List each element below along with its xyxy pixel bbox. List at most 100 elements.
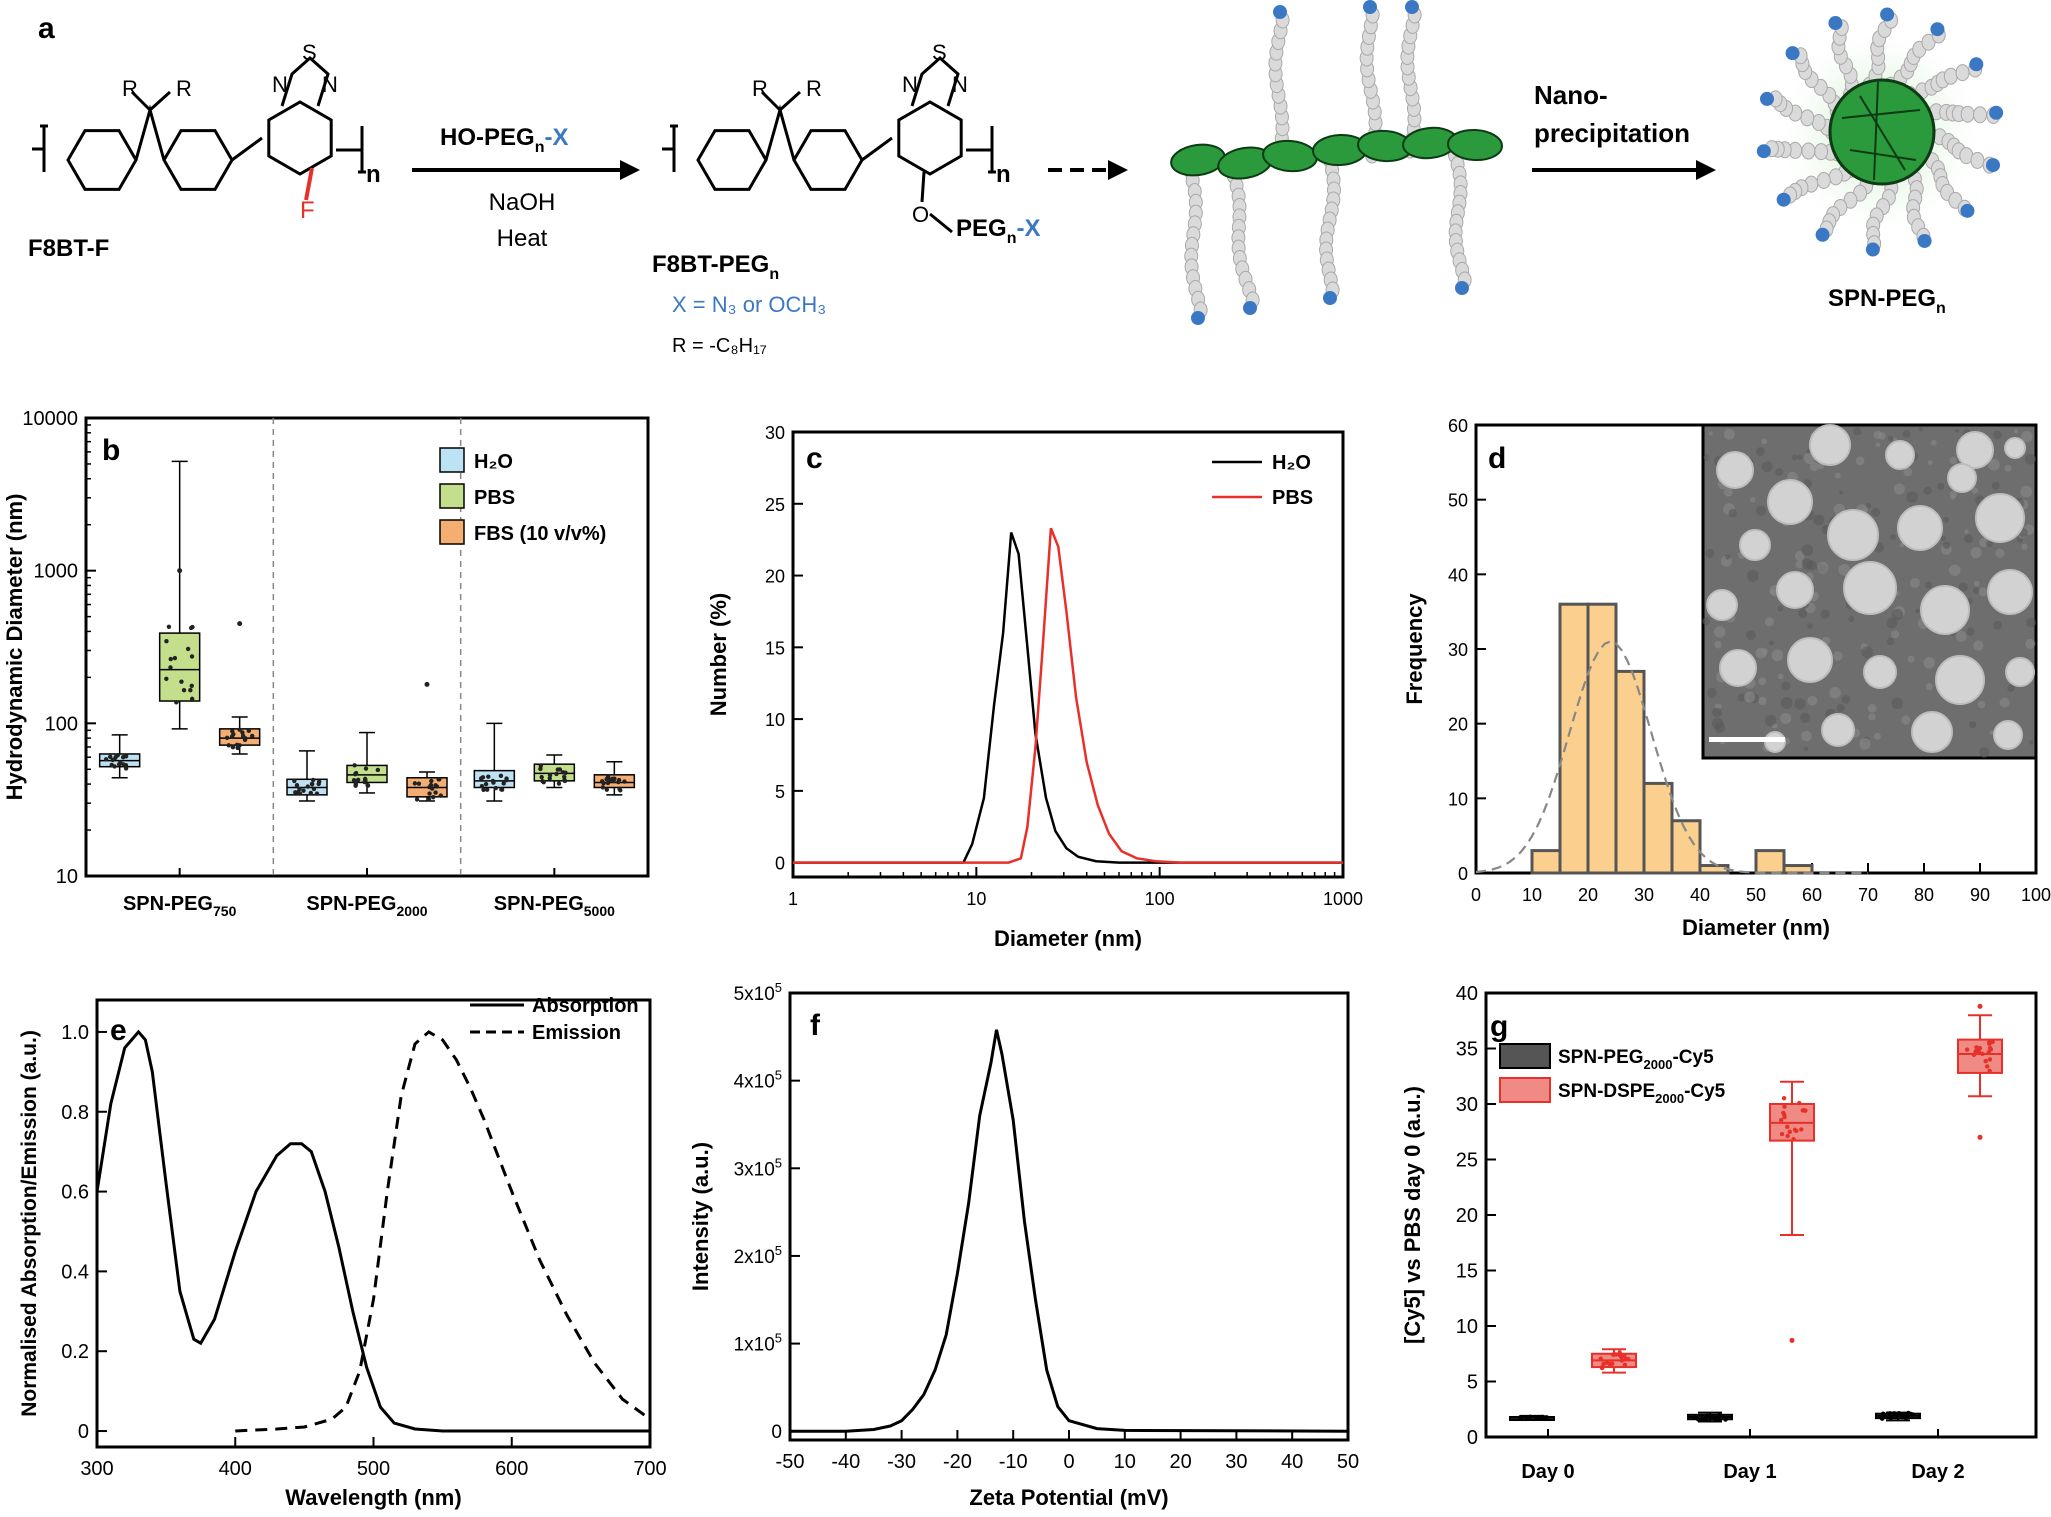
data-point <box>1601 1361 1606 1367</box>
data-point <box>484 787 490 792</box>
y-tick-label: 5x105 <box>734 980 782 1005</box>
panel-f-zeta-potential: f-50 -40 -30 -20 -10 0 10 20 30 40 5001x1052x1053x… <box>688 980 1359 1510</box>
panel-b-hydrodynamic-boxplot: b 10 100 1000 10000 Hydrodynamic Diameter (nm… <box>2 408 650 919</box>
outlier-point <box>1977 1003 1983 1009</box>
box-0-0 <box>98 734 141 779</box>
y-tick-label: 40 <box>1448 565 1468 585</box>
y-tick-label-mantissa: 0 <box>771 1422 782 1443</box>
x-tick-label: 100 <box>2021 885 2051 905</box>
peg-bead <box>1972 106 1987 124</box>
data-point <box>554 771 559 777</box>
legend-label: PBS <box>1272 487 1313 509</box>
data-point <box>1990 1039 1995 1045</box>
tem-grain <box>1820 609 1830 619</box>
data-point <box>1791 1137 1796 1142</box>
data-point <box>539 774 544 780</box>
tem-grain <box>1931 439 1937 446</box>
data-point <box>108 754 113 760</box>
tem-grain <box>1978 587 1988 597</box>
y-tick-label-exponent: 5 <box>775 1331 782 1346</box>
data-point <box>605 780 611 786</box>
fluorene-ring-left <box>66 129 138 191</box>
tem-grain <box>1813 514 1825 526</box>
data-point <box>185 646 191 652</box>
tem-grain <box>1891 697 1903 710</box>
bracket-right <box>988 126 996 174</box>
data-point <box>352 763 357 768</box>
legend-label: SPN-PEG2000-Cy5 <box>1558 1047 1714 1072</box>
peg-bead <box>1828 168 1843 186</box>
repeat-n: n <box>366 161 381 188</box>
tem-grain <box>1973 640 1984 651</box>
data-point <box>112 764 117 769</box>
data-point <box>181 688 187 693</box>
legend-label: H₂O <box>1272 452 1311 474</box>
data-point <box>1708 1415 1714 1420</box>
y-tick-label: 30 <box>765 423 785 443</box>
data-point <box>1785 1124 1790 1129</box>
data-point <box>1518 1414 1523 1420</box>
histogram-bar <box>1530 849 1562 875</box>
data-point <box>622 779 627 784</box>
y-tick-label: 20 <box>1448 715 1468 735</box>
legend-swatch <box>439 519 465 545</box>
compound-f8bt-peg: F8BT-PEGn <box>652 251 779 283</box>
box <box>158 632 201 702</box>
tem-grain <box>1708 431 1713 436</box>
data-point <box>479 784 485 789</box>
data-point <box>237 727 242 732</box>
chain-end-group <box>1985 158 2000 173</box>
data-point <box>297 791 303 796</box>
tem-nanoparticle <box>1719 649 1757 687</box>
fluorene-ring-left <box>696 129 768 191</box>
y-tick-label: 1x105 <box>734 1331 782 1356</box>
data-point <box>123 766 129 771</box>
tem-grain <box>2020 485 2033 498</box>
data-point <box>316 781 321 787</box>
box-1-0 <box>1687 1411 1733 1423</box>
y-tick-label: 10 <box>56 866 78 888</box>
data-point <box>113 755 118 760</box>
nanoparticle-illustration <box>1756 7 2004 257</box>
y-axis-label: Hydrodynamic Diameter (nm) <box>2 494 27 801</box>
tem-grain <box>2024 453 2036 465</box>
x-tick-label: 1000 <box>1323 889 1363 909</box>
legend-label: H₂O <box>474 451 513 473</box>
y-tick-label-exponent: 5 <box>775 1243 782 1258</box>
data-point <box>1781 1110 1786 1116</box>
data-point <box>438 793 443 798</box>
legend-label-post: -Cy5 <box>1672 1047 1714 1068</box>
tem-grain <box>1839 490 1844 495</box>
tem-nanoparticle <box>1935 655 1985 705</box>
data-point <box>164 639 169 644</box>
tem-grain <box>1937 482 1945 490</box>
data-point <box>123 762 129 768</box>
n-atom: N <box>272 72 288 97</box>
data-point <box>1879 1416 1885 1421</box>
tem-grain <box>1781 681 1791 691</box>
y-tick-label: 35 <box>1456 1039 1478 1061</box>
data-point <box>493 785 499 791</box>
data-point <box>362 779 367 785</box>
tem-grain <box>1958 582 1968 592</box>
data-point <box>240 730 245 735</box>
tem-grain <box>1955 630 1967 642</box>
data-point <box>618 788 623 793</box>
data-point <box>189 696 195 702</box>
y-axis-label: Intensity (a.u.) <box>688 1142 713 1291</box>
data-point <box>1782 1104 1787 1109</box>
x-tick-label: 10 <box>966 889 986 909</box>
reagent-peg-sub: n <box>535 139 545 156</box>
peg-substituent-main: PEG <box>956 215 1007 242</box>
outlier-point <box>177 568 183 574</box>
tem-grain <box>1761 461 1773 473</box>
box <box>1957 1038 2003 1074</box>
outlier-point <box>237 621 243 627</box>
tem-grain <box>1902 429 1911 438</box>
data-point <box>293 790 298 795</box>
peg-bead <box>1801 142 1816 160</box>
chain-end-group <box>1930 22 1945 37</box>
panel-label-c: c <box>806 442 823 475</box>
peg-bead <box>1955 64 1970 82</box>
chain-end-group <box>1815 227 1830 242</box>
